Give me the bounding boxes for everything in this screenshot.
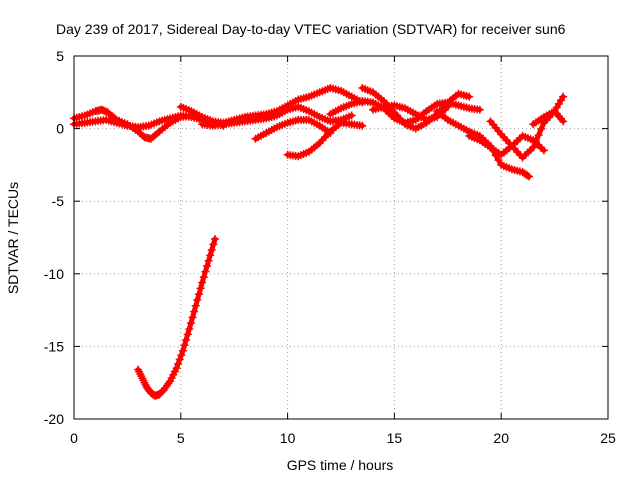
data-point xyxy=(194,290,203,299)
data-point xyxy=(539,146,548,155)
x-tick-label: 20 xyxy=(493,430,509,446)
axis-ticks: 0 5 10 15 20 25 5 0 -5 -10 -15 -20 xyxy=(44,48,616,446)
data-point xyxy=(524,172,533,181)
data-point xyxy=(180,341,189,350)
x-tick-label: 10 xyxy=(280,430,296,446)
data-point xyxy=(177,351,186,360)
data-point xyxy=(182,335,191,344)
data-point xyxy=(465,92,474,101)
y-tick-label: -15 xyxy=(44,338,64,354)
data-point xyxy=(196,284,205,293)
x-tick-label: 0 xyxy=(70,430,78,446)
data-point xyxy=(358,121,367,130)
x-axis-label: GPS time / hours xyxy=(287,457,394,473)
data-point xyxy=(559,117,568,126)
data-point xyxy=(207,245,216,254)
series-satellite-track-f xyxy=(283,118,367,161)
data-point xyxy=(186,319,195,328)
series-satellite-track-i xyxy=(369,101,452,124)
series-satellite-track-d xyxy=(198,102,356,130)
data-point xyxy=(537,124,546,133)
data-point xyxy=(523,171,532,180)
data-point xyxy=(210,234,219,243)
data-point xyxy=(529,143,538,152)
data-point xyxy=(475,105,484,114)
data-point xyxy=(202,262,211,271)
y-axis-label: SDTVAR / TECUs xyxy=(5,182,21,294)
series-satellite-track-m xyxy=(529,107,568,129)
y-tick-label: -20 xyxy=(44,411,64,427)
data-point xyxy=(191,301,200,310)
data-point xyxy=(198,278,207,287)
x-tick-label: 25 xyxy=(600,430,616,446)
data-point xyxy=(174,359,183,368)
data-point xyxy=(201,267,210,276)
chart-title: Day 239 of 2017, Sidereal Day-to-day VTE… xyxy=(56,21,566,37)
y-tick-label: 0 xyxy=(56,121,64,137)
y-tick-label: 5 xyxy=(56,48,64,64)
data-point xyxy=(534,131,543,140)
data-point xyxy=(347,111,356,120)
series-band xyxy=(135,236,218,399)
data-point xyxy=(172,364,181,373)
data-point xyxy=(559,92,568,101)
data-point xyxy=(178,346,187,355)
series-satellite-track-n xyxy=(134,234,219,400)
x-tick-label: 5 xyxy=(177,430,185,446)
data-point xyxy=(183,330,192,339)
data-point xyxy=(175,355,184,364)
y-tick-label: -5 xyxy=(52,193,65,209)
data-point xyxy=(188,313,197,322)
data-point xyxy=(443,102,452,111)
series-satellite-track-e xyxy=(251,115,335,143)
x-tick-label: 15 xyxy=(387,430,403,446)
data-points xyxy=(70,83,568,400)
y-tick-label: -10 xyxy=(44,266,64,282)
plot-frame xyxy=(73,55,609,420)
data-point xyxy=(531,137,540,146)
data-point xyxy=(209,240,218,249)
data-point xyxy=(193,295,202,304)
data-point xyxy=(185,324,194,333)
data-point xyxy=(199,273,208,282)
data-point xyxy=(206,251,215,260)
data-point xyxy=(494,156,503,165)
data-point xyxy=(190,307,199,316)
data-point xyxy=(204,256,213,265)
